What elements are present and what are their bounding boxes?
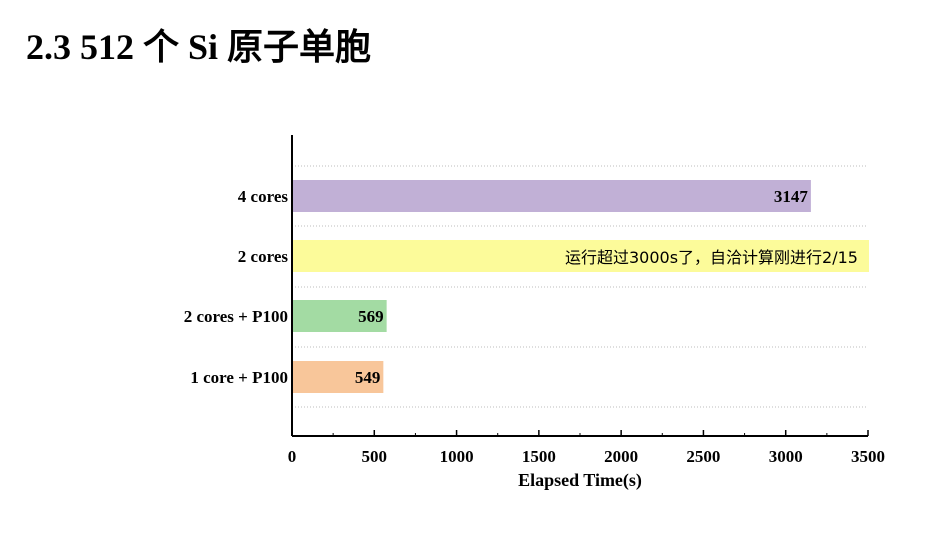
bar: [293, 240, 869, 272]
x-tick-label: 0: [288, 447, 297, 466]
category-label: 2 cores: [238, 247, 289, 266]
x-tick-label: 1500: [522, 447, 556, 466]
bar-note-label: 运行超过3000s了，自洽计算刚进行2/15: [565, 248, 858, 267]
bars: [293, 180, 869, 393]
category-label: 2 cores + P100: [184, 307, 288, 326]
category-label: 1 core + P100: [190, 368, 288, 387]
axes: [291, 135, 869, 437]
x-tick-label: 1000: [440, 447, 474, 466]
x-tick-label: 3500: [851, 447, 885, 466]
data-label: 3147: [774, 187, 809, 206]
data-label: 569: [358, 307, 384, 326]
bar: [293, 180, 811, 212]
x-axis-title: Elapsed Time(s): [518, 470, 642, 491]
category-label: 4 cores: [238, 187, 289, 206]
x-tick-label: 3000: [769, 447, 803, 466]
x-tick-label: 2500: [686, 447, 720, 466]
bar: [293, 361, 384, 393]
x-tick-label: 500: [362, 447, 388, 466]
x-tick-label: 2000: [604, 447, 638, 466]
data-label: 549: [355, 368, 381, 387]
slide-title: 2.3 512 个 Si 原子单胞: [26, 27, 372, 67]
bar: [293, 300, 387, 332]
chart-labels: 4 cores 3147 2 cores 运行超过3000s了，自洽计算刚进行2/15…: [184, 187, 885, 491]
grid-lines: [292, 165, 868, 408]
